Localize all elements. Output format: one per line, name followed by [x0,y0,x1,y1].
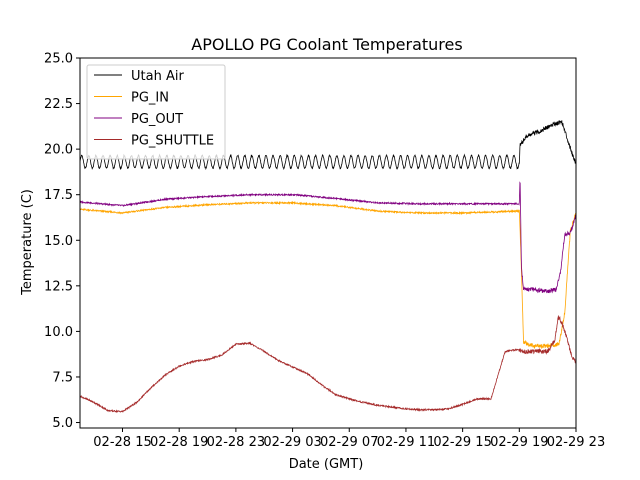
x-tick-label: 02-28 23 [207,435,265,450]
x-tick-label: 02-29 19 [490,435,548,450]
series-line-utah-air [80,119,576,171]
x-axis-label: Date (GMT) [289,457,364,472]
legend-label-utah-air: Utah Air [131,69,184,84]
legend-label-pg-shuttle: PG_SHUTTLE [131,134,214,149]
series-line-pg-in [80,200,576,350]
x-tick-label: 02-29 11 [377,435,435,450]
x-tick-label: 02-28 15 [93,435,151,450]
y-axis-label: Temperature (C) [20,189,35,296]
y-tick-label: 12.5 [44,279,73,294]
y-tick-label: 5.0 [52,416,73,431]
x-tick-label: 02-29 15 [433,435,491,450]
x-tick-label: 02-29 03 [263,435,321,450]
legend-box [86,64,226,160]
x-tick-label: 02-29 07 [320,435,378,450]
x-tick-label: 02-28 19 [150,435,208,450]
y-axis: 5.0 7.5 10.0 12.5 15.0 17.5 20.0 22.5 25.0 [44,52,80,431]
legend-label-pg-in: PG_IN [131,91,169,106]
y-tick-label: 7.5 [52,370,73,385]
plot-area [79,57,577,429]
y-tick-label: 10.0 [44,325,73,340]
legend-label-pg-out: PG_OUT [131,112,183,127]
y-tick-label: 22.5 [44,97,73,112]
y-tick-label: 15.0 [44,234,73,249]
series-line-pg-shuttle [80,315,576,414]
x-tick-label: 02-29 23 [547,435,605,450]
y-tick-label: 25.0 [44,52,73,67]
y-tick-label: 17.5 [44,188,73,203]
series-line-pg-out [80,181,576,294]
y-tick-label: 20.0 [44,143,73,158]
legend: Utah Air PG_IN PG_OUT PG_SHUTTLE [86,64,226,160]
chart-title: APOLLO PG Coolant Temperatures [191,35,462,54]
plot-frame [79,57,577,429]
